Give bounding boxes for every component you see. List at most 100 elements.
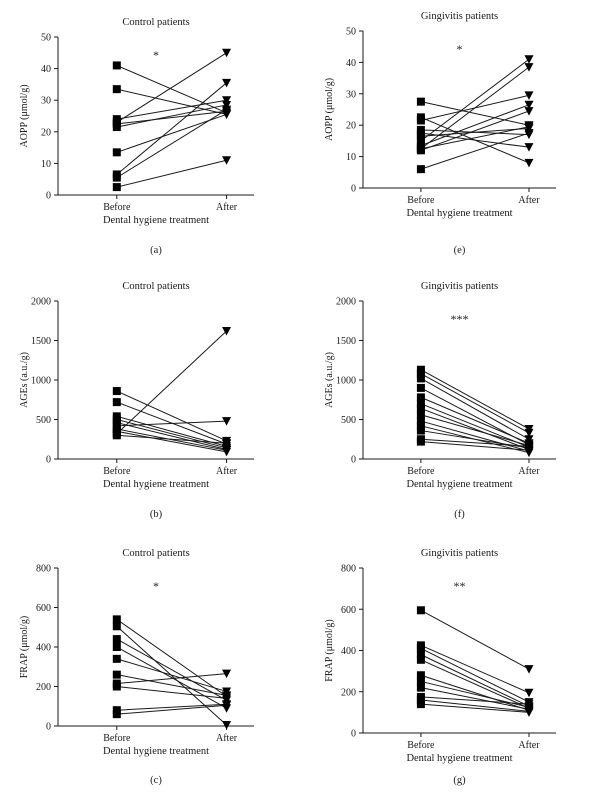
paired-line: [420, 369, 530, 430]
y-tick-label: 50: [41, 33, 51, 44]
y-tick-label: 1000: [336, 376, 356, 387]
after-point: [222, 694, 232, 703]
y-tick-label: 2000: [336, 297, 356, 308]
y-axis-label: AOPP (μmol/g): [19, 84, 30, 147]
before-point: [416, 700, 425, 709]
before-point: [416, 399, 425, 408]
paired-line: [116, 415, 227, 447]
paired-line: [116, 330, 227, 435]
x-axis-label: Dental hygiene treatment: [103, 746, 209, 757]
paired-line: [420, 420, 530, 452]
paired-line: [116, 419, 227, 449]
x-axis-label: Dental hygiene treatment: [103, 215, 209, 226]
paired-line: [116, 110, 227, 125]
after-point: [524, 55, 534, 64]
chart-panel-g: 0 200 400 600 800 Before After Gingivitis patie…: [324, 548, 556, 786]
paired-line: [116, 109, 227, 179]
paired-line: [116, 99, 227, 120]
after-point: [524, 91, 534, 100]
paired-line: [420, 127, 530, 137]
panel-label: (b): [150, 509, 163, 520]
before-point: [416, 606, 425, 615]
after-point: [222, 110, 232, 119]
before-point: [112, 85, 121, 94]
after-point: [524, 428, 534, 438]
before-point: [416, 417, 425, 426]
y-tick-label: 1500: [336, 336, 356, 347]
paired-line: [420, 396, 530, 444]
y-tick-label: 800: [36, 564, 51, 575]
before-point: [112, 670, 121, 679]
paired-line: [116, 638, 227, 701]
before-point: [112, 643, 121, 651]
after-point: [524, 708, 534, 717]
y-tick-label: 0: [46, 455, 51, 466]
y-tick-label: 500: [36, 415, 51, 426]
after-point: [524, 129, 534, 138]
x-tick-label: After: [216, 466, 238, 477]
y-tick-label: 40: [41, 64, 51, 75]
paired-line: [420, 644, 530, 694]
y-tick-label: 500: [341, 415, 356, 426]
x-tick-label: After: [518, 195, 540, 206]
paired-line: [116, 658, 227, 692]
before-point: [112, 635, 121, 644]
paired-line: [420, 647, 530, 703]
paired-line: [420, 414, 530, 447]
chart-title: Control patients: [122, 17, 189, 28]
before-point: [416, 644, 425, 653]
before-point: [416, 671, 425, 680]
y-tick-label: 600: [341, 605, 356, 616]
y-tick-label: 20: [41, 127, 51, 138]
y-tick-label: 800: [341, 564, 356, 575]
paired-line: [116, 52, 227, 123]
after-point: [222, 96, 232, 105]
significance-marker: ***: [451, 312, 469, 326]
after-point: [222, 100, 232, 110]
before-point: [416, 696, 425, 704]
paired-line: [116, 673, 227, 685]
y-tick-label: 0: [351, 184, 356, 195]
before-point: [416, 437, 425, 446]
chart-panel-a: 0 10 20 30 40 50 Before After Control patients De…: [19, 17, 254, 256]
chart-panel-c: 0 200 400 600 800 Before After Control patients…: [19, 548, 254, 786]
before-point: [416, 655, 425, 664]
paired-line: [420, 101, 530, 126]
panel-label: (a): [150, 245, 162, 256]
x-tick-label: Before: [407, 466, 435, 477]
before-point: [416, 404, 425, 413]
before-point: [416, 650, 425, 659]
y-tick-label: 1500: [31, 336, 51, 347]
y-tick-label: 200: [36, 682, 51, 693]
panel-label: (f): [454, 509, 465, 520]
chart-panel-f: 0 500 1000 1500 2000 Before After Gingivitis pa…: [324, 281, 556, 520]
paired-line: [116, 646, 227, 709]
y-tick-label: 40: [346, 58, 356, 69]
paired-line: [420, 104, 530, 147]
y-axis-label: AGEs (a.u./g): [324, 352, 335, 408]
chart-title: Gingivitis patients: [421, 281, 498, 292]
paired-line: [116, 674, 227, 696]
panel-label: (g): [453, 775, 466, 786]
paired-line: [116, 434, 227, 444]
x-axis-label: Dental hygiene treatment: [103, 479, 209, 490]
paired-line: [420, 58, 530, 142]
chart-panel-b: 0 500 1000 1500 2000 Before After Control patie…: [19, 281, 254, 520]
chart-title: Control patients: [122, 281, 189, 292]
y-tick-label: 0: [46, 722, 51, 733]
after-point: [524, 143, 534, 152]
x-tick-label: After: [216, 733, 238, 744]
paired-line: [116, 159, 227, 188]
paired-line: [116, 390, 227, 442]
y-tick-label: 400: [36, 643, 51, 654]
significance-marker: *: [153, 579, 159, 593]
before-point: [416, 136, 425, 145]
paired-line: [116, 82, 227, 175]
paired-line: [116, 104, 227, 128]
paired-line: [420, 126, 530, 150]
before-point: [416, 116, 425, 125]
paired-line: [420, 438, 530, 447]
chart-title: Gingivitis patients: [421, 548, 498, 559]
before-point: [112, 431, 121, 440]
